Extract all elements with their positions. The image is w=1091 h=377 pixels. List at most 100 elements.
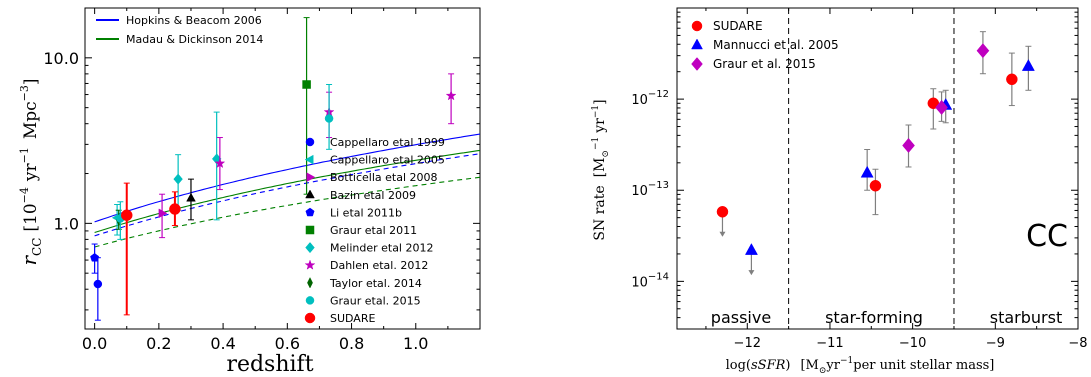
right-legend-marker-1	[691, 38, 703, 50]
right-legend-label-2: Graur et al. 2015	[713, 57, 816, 71]
r-ylabel-exp1: −1	[591, 137, 601, 150]
right-point-0-3	[1006, 73, 1018, 86]
r-ylabel-exp2: −1	[591, 105, 601, 118]
xlabel-log: log(	[726, 358, 751, 373]
legend-marker-9	[305, 296, 315, 305]
r-ylabel-yr: yr	[592, 118, 608, 134]
xlabel-ssfr: sSFR	[751, 358, 786, 373]
right-plot-frame	[676, 7, 1079, 330]
right-data-points	[716, 31, 1035, 276]
legend-marker-8	[307, 277, 313, 289]
left-ytick-label: 1.0	[54, 214, 79, 233]
left-ylabel: rCC [10−4 yr−1 Mpc−3]	[17, 78, 44, 265]
r-ylabel-sun: ⊙	[601, 150, 611, 158]
ylabel-main: r	[17, 255, 41, 266]
left-point-2-0	[158, 208, 168, 219]
legend-label-8: Taylor etal. 2014	[329, 277, 422, 290]
legend-label-7: Dahlen etal. 2012	[330, 259, 428, 272]
left-point-7-2	[445, 90, 457, 101]
right-legend-marker-2	[691, 57, 703, 71]
right-ytick-label: 10−12	[631, 89, 669, 108]
right-legend-marker-0	[691, 20, 703, 32]
right-xtick-label: −9	[986, 336, 1005, 351]
right-point-0-1	[869, 180, 882, 192]
left-xtick-label: 1.0	[403, 334, 428, 353]
xlabel-yr: yr	[825, 358, 840, 373]
xlabel-sun: ⊙	[819, 366, 827, 376]
left-data-points	[90, 17, 457, 321]
right-series-legend: SUDARE Mannucci et al. 2005 Graur et al. 2…	[691, 19, 839, 71]
right-point-1-0	[744, 243, 758, 255]
right-point-2-1	[935, 99, 948, 115]
ylabel-close: ]	[21, 78, 41, 85]
legend-label-0: Cappellaro etal 1999	[330, 136, 445, 149]
legend-marker-7	[304, 259, 316, 270]
left-model-curves	[94, 133, 480, 248]
legend-label-hopkins: Hopkins & Beacom 2006	[126, 14, 262, 27]
left-point-9-1	[324, 114, 334, 123]
right-point-2-0	[902, 137, 915, 153]
right-ticks: −12 −11 −10 −9 −8 10−14 10−13 10−12	[631, 8, 1088, 351]
ylabel-sub: CC	[30, 238, 44, 256]
legend-label-6: Melinder etal 2012	[330, 242, 433, 255]
left-xtick-label: 0.4	[210, 334, 235, 353]
model-curve-3	[94, 176, 480, 248]
legend-marker-5	[305, 225, 315, 235]
legend-label-4: Li etal 2011b	[330, 206, 402, 219]
left-point-5-0	[302, 80, 311, 89]
right-ytick-label: 10−13	[631, 180, 669, 199]
right-xtick-label: −10	[899, 336, 926, 351]
left-point-10-0	[120, 209, 133, 221]
right-xtick-label: −12	[734, 336, 761, 351]
xlabel-exp: −1	[840, 356, 853, 366]
xlabel-rest: per unit stellar mass]	[853, 358, 994, 373]
left-point-3-0	[186, 192, 196, 202]
region-label-star-forming: star-forming	[825, 308, 923, 327]
upper-limit-arrowhead	[748, 270, 755, 276]
left-plot-frame	[84, 7, 481, 330]
legend-marker-1	[304, 154, 314, 165]
left-chart: 0.0 0.2 0.4 0.6 0.8 1.0 1.0 10.0 Hopkins & Beac…	[17, 7, 481, 377]
legend-marker-0	[305, 137, 315, 147]
model-curve-0	[94, 133, 480, 223]
ylabel-mpc: Mpc	[21, 101, 41, 139]
legend-marker-3	[305, 189, 315, 199]
right-legend-label-1: Mannucci et al. 2005	[713, 38, 839, 52]
legend-label-1: Cappellaro etal 2005	[330, 154, 445, 167]
left-curve-legend: Hopkins & Beacom 2006 Madau & Dickinson …	[96, 14, 263, 46]
left-xtick-label: 0.0	[82, 334, 107, 353]
left-point-0-0	[93, 279, 103, 289]
left-point-7-0	[214, 157, 226, 169]
ylabel-exp3: −3	[18, 85, 31, 101]
legend-label-2: Botticella etal 2008	[330, 171, 438, 184]
left-xtick-label: 0.8	[339, 334, 364, 353]
right-point-1-3	[1021, 59, 1035, 71]
legend-label-5: Graur etal 2011	[330, 224, 417, 237]
xlabel-bracket: [M	[800, 358, 818, 373]
left-ytick-label: 10.0	[43, 49, 79, 68]
ylabel-yr: yr	[21, 162, 41, 182]
right-xtick-label: −11	[816, 336, 843, 351]
right-chart: −12 −11 −10 −9 −8 10−14 10−13 10−12 SUDARE Mannu…	[591, 7, 1088, 376]
legend-label-3: Bazin etal 2009	[330, 189, 416, 202]
right-ytick-label: 10−14	[631, 271, 669, 290]
left-xtick-label: 0.6	[275, 334, 300, 353]
annotation-cc: CC	[1026, 219, 1068, 254]
left-xlabel: redshift	[226, 352, 313, 377]
left-xtick-label: 0.2	[146, 334, 171, 353]
legend-marker-4	[305, 207, 315, 217]
right-xlabel: log(sSFR) [M⊙yr−1per unit stellar mass]	[726, 356, 995, 376]
legend-marker-2	[306, 172, 316, 183]
left-point-10-1	[169, 203, 181, 215]
right-region-dividers	[788, 8, 955, 329]
legend-marker-10	[304, 312, 316, 324]
right-ylabel: SN rate[M⊙−1yr−1]	[591, 99, 611, 240]
r-ylabel-main: SN rate	[592, 185, 608, 240]
region-label-starburst: starburst	[990, 308, 1062, 327]
left-point-6-0	[173, 173, 183, 185]
ylabel-exp2: −1	[18, 147, 31, 163]
legend-marker-6	[305, 242, 315, 254]
legend-label-9: Graur etal. 2015	[330, 294, 421, 307]
region-label-passive: passive	[711, 308, 771, 327]
